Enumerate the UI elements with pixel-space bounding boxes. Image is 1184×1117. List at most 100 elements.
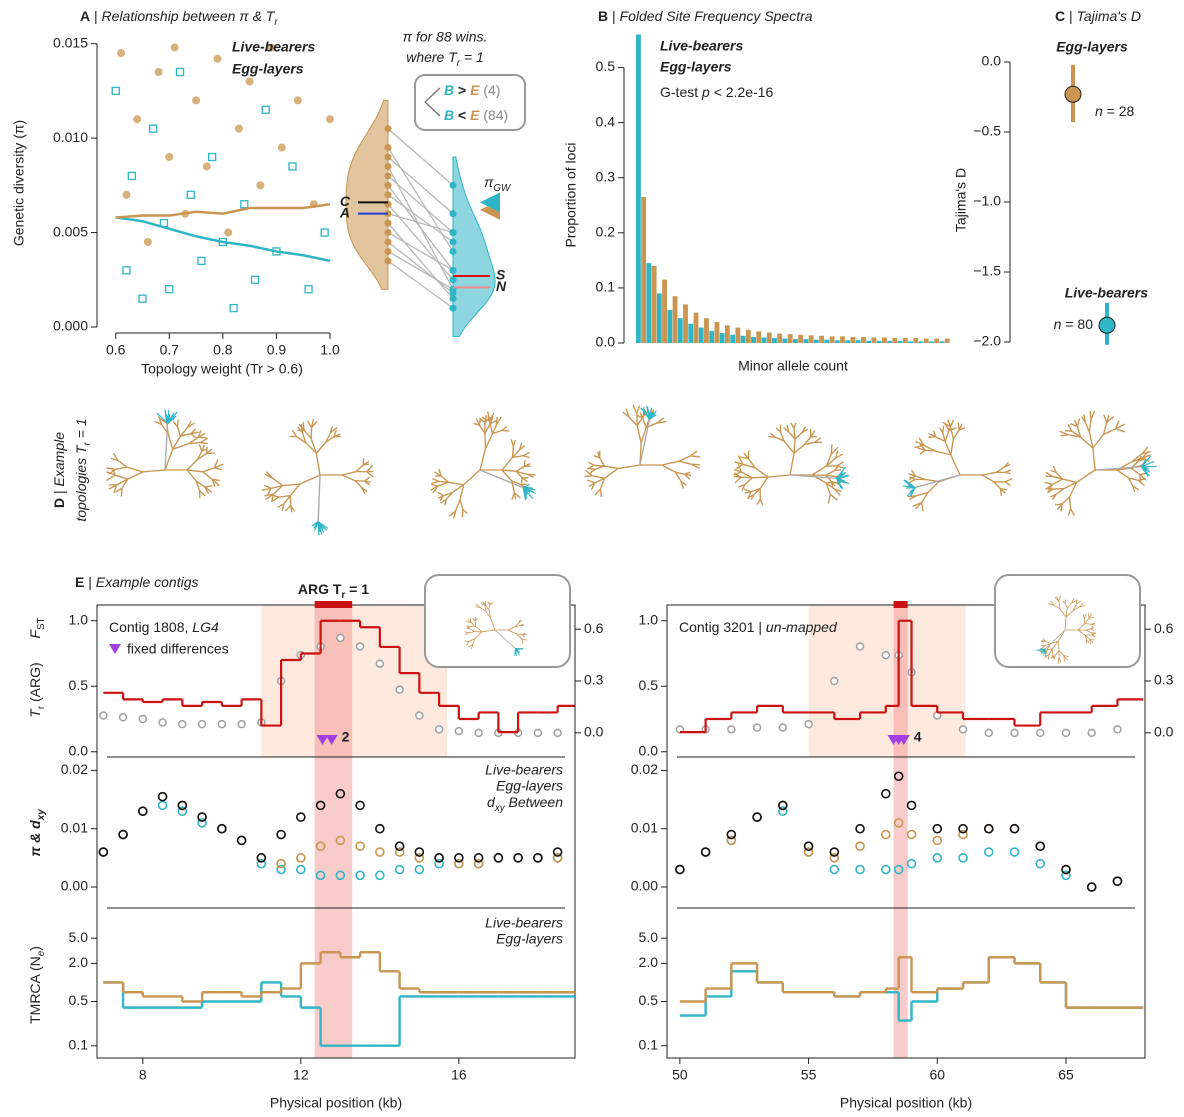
y-tick-label: 0.1	[69, 1036, 89, 1052]
fst-point	[1062, 729, 1069, 736]
tree-branch	[1045, 482, 1053, 484]
diversity-point	[933, 854, 941, 862]
arg-region	[315, 605, 353, 1058]
tree-branch	[115, 475, 127, 479]
diversity-point	[396, 842, 404, 850]
n-label-part: = 80	[1061, 316, 1093, 332]
n-label: n = 28	[1095, 103, 1135, 119]
panel-title-part: |	[90, 8, 101, 24]
panel-title: A | Relationship between π & Tr	[80, 8, 278, 28]
panel-title-part: Relationship between π & T	[102, 8, 276, 24]
arg-region	[894, 605, 908, 1058]
egg-point	[385, 144, 392, 151]
diversity-point	[1036, 842, 1044, 850]
egg-point	[385, 125, 392, 132]
tree-branch	[264, 485, 271, 488]
bar	[646, 263, 651, 343]
point	[123, 267, 130, 274]
x-axis-label: Physical position (kb)	[270, 1095, 402, 1111]
panel-title-part: A	[80, 8, 90, 24]
tree-branch	[679, 456, 690, 461]
y-tick-label: 0.000	[53, 318, 88, 334]
tree-branch	[600, 458, 605, 466]
tree-branch	[633, 405, 637, 414]
y-tick-label: −2.0	[973, 333, 1001, 349]
y-axis-label-part: TMRCA (N	[27, 956, 43, 1024]
tree-branch	[1071, 509, 1075, 516]
tree-branch	[589, 469, 595, 474]
tree-branch	[1077, 470, 1095, 482]
diversity-point	[376, 825, 384, 833]
legend-label: Egg-layers	[496, 931, 563, 947]
live-point	[450, 305, 457, 312]
tree-branch	[200, 491, 206, 496]
fixed-count: 4	[914, 729, 922, 745]
tree-branch	[915, 475, 960, 488]
tree-branch	[795, 433, 802, 439]
y2-axis-label-part: ST	[36, 617, 47, 630]
tree-branch	[460, 500, 463, 509]
y-tick-label: 2.0	[69, 954, 89, 970]
y-tick-label: 0.005	[53, 223, 88, 239]
egg-point	[385, 220, 392, 227]
tree-branch	[1062, 497, 1069, 504]
bar	[866, 341, 871, 343]
legend-entry: B < E (84)	[444, 107, 508, 123]
diversity-point	[882, 866, 890, 874]
y-tick-label: 0.5	[69, 992, 89, 1008]
tree-branch	[906, 488, 915, 489]
diversity-point	[830, 848, 838, 856]
y-tick-label: 5.0	[639, 929, 659, 945]
bar	[667, 310, 672, 343]
y-tick-label: 0.015	[53, 34, 88, 50]
fst-point	[554, 729, 561, 736]
legend-entry-part: (4)	[479, 82, 500, 98]
tree-branch	[592, 476, 604, 478]
x-tick-label: 55	[801, 1067, 817, 1083]
point	[122, 191, 130, 199]
legend-label: Live-bearers	[660, 38, 743, 54]
bar	[730, 335, 735, 343]
y-tick-label: 0.1	[596, 279, 616, 295]
x-tick-label: 0.9	[267, 342, 287, 358]
tree-branch	[304, 430, 311, 438]
diversity-point	[959, 854, 967, 862]
panel-title-part: C	[1055, 8, 1065, 24]
figure: A | Relationship between π & Tr Live-bear…	[0, 0, 1184, 1117]
diversity-point	[297, 866, 305, 874]
x-axis-label: Topology weight (Tr > 0.6)	[141, 361, 303, 377]
point	[128, 172, 135, 179]
diversity-point	[882, 831, 890, 839]
tree-branch	[1093, 448, 1095, 470]
tree-branch	[826, 482, 837, 483]
point	[112, 87, 119, 94]
point	[155, 68, 163, 76]
tree-branch	[199, 437, 208, 438]
panel-title: C | Tajima's D	[1055, 8, 1141, 24]
diversity-point	[277, 831, 285, 839]
diversity-point	[908, 860, 916, 868]
legend-entry-part: <	[454, 107, 470, 123]
x-tick-label: 0.6	[106, 342, 126, 358]
fst-point	[396, 686, 403, 693]
diversity-point	[475, 854, 483, 862]
y-axis-label: Tr (ARG)	[27, 662, 47, 717]
bar	[746, 330, 751, 343]
legend-entry-part: B	[444, 82, 454, 98]
tree-branch	[1093, 434, 1104, 448]
point	[1065, 86, 1081, 102]
diversity-point	[1113, 877, 1121, 885]
diversity-point	[159, 793, 167, 801]
violin	[346, 100, 388, 289]
diversity-point	[455, 854, 463, 862]
fst-point	[199, 721, 206, 728]
bar	[814, 340, 819, 343]
tree-branch	[1068, 509, 1070, 516]
diversity-point	[257, 854, 265, 862]
bar	[845, 340, 850, 343]
tree-branch	[757, 499, 760, 505]
point	[294, 96, 302, 104]
tree-branch	[837, 462, 844, 466]
tree-branch	[285, 506, 290, 511]
diversity-point	[1062, 866, 1070, 874]
